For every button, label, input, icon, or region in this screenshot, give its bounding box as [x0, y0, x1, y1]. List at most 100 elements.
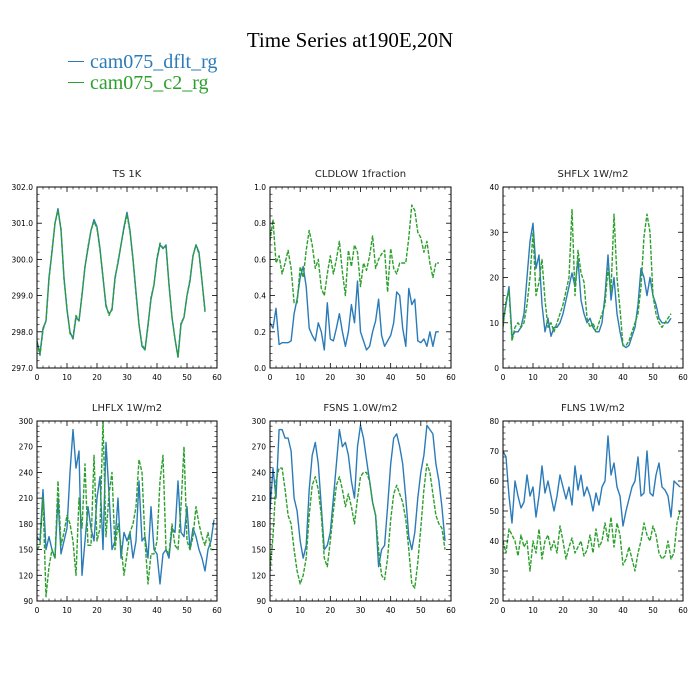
figure-title: Time Series at190E,20N — [246, 28, 454, 52]
x-tick-label: 50 — [182, 606, 192, 615]
x-tick-label: 0 — [35, 373, 40, 382]
x-tick-label: 30 — [588, 373, 598, 382]
x-tick-label: 10 — [62, 373, 72, 382]
y-tick-label: 0 — [494, 364, 499, 373]
x-tick-label: 20 — [326, 606, 336, 615]
x-tick-label: 40 — [152, 606, 162, 615]
x-tick-label: 20 — [558, 373, 568, 382]
x-tick-label: 20 — [92, 606, 102, 615]
y-tick-label: 302.0 — [12, 183, 34, 192]
x-tick-label: 50 — [416, 606, 426, 615]
chart-panel-1: TS 1K 0 10 20 30 40 50 60 297.0 298.0 299.0 300.0 30… — [12, 169, 222, 382]
y-tick-label: 80 — [489, 417, 499, 426]
y-tick-label: 60 — [489, 477, 499, 486]
y-tick-label: 0.6 — [254, 255, 266, 264]
y-tick-label: 90 — [23, 597, 33, 606]
y-tick-label: 301.0 — [12, 219, 34, 228]
chart-title: FSNS 1.0W/m2 — [323, 403, 397, 414]
legend-entry-c2: cam075_c2_rg — [68, 72, 209, 94]
y-tick-label: 150 — [252, 546, 267, 555]
chart-title: LHFLX 1W/m2 — [92, 403, 162, 414]
y-tick-label: 0.4 — [254, 292, 266, 301]
y-tick-label: 300.0 — [12, 255, 34, 264]
y-tick-label: 300 — [252, 417, 267, 426]
y-tick-label: 90 — [256, 597, 266, 606]
y-tick-label: 10 — [489, 319, 499, 328]
series-line-dflt — [503, 222, 672, 349]
plot-frame — [269, 186, 452, 369]
y-tick-label: 0.8 — [254, 219, 266, 228]
chart-panel-5: FSNS 1.0W/m2 0 10 20 30 40 50 60 90 120 150 180 210 2… — [252, 403, 456, 615]
y-tick-label: 70 — [489, 447, 499, 456]
x-tick-label: 0 — [501, 373, 506, 382]
x-tick-label: 30 — [122, 373, 132, 382]
legend-swatch-c2 — [68, 81, 84, 83]
y-tick-label: 1.0 — [254, 183, 266, 192]
legend-label-c2: cam075_c2_rg — [90, 72, 209, 94]
y-tick-label: 297.0 — [12, 364, 34, 373]
y-tick-label: 30 — [489, 567, 499, 576]
chart-title: TS 1K — [112, 169, 142, 180]
series-line-dflt — [503, 435, 681, 527]
y-tick-label: 240 — [19, 468, 34, 477]
y-tick-label: 120 — [252, 571, 267, 580]
x-tick-label: 50 — [416, 373, 426, 382]
x-tick-label: 50 — [648, 373, 658, 382]
legend-swatch-dflt — [68, 60, 84, 62]
x-tick-label: 10 — [295, 606, 305, 615]
x-tick-label: 10 — [295, 373, 305, 382]
x-tick-label: 10 — [62, 606, 72, 615]
y-tick-label: 270 — [19, 443, 34, 452]
series-line-c2 — [503, 208, 672, 347]
y-tick-label: 0.2 — [254, 328, 266, 337]
series-line-c2 — [37, 421, 214, 598]
x-tick-label: 40 — [618, 373, 628, 382]
x-tick-label: 60 — [678, 606, 688, 615]
y-tick-label: 50 — [489, 507, 499, 516]
y-tick-label: 120 — [19, 571, 34, 580]
y-tick-label: 150 — [19, 546, 34, 555]
series-line-c2 — [37, 209, 206, 358]
y-tick-label: 210 — [19, 494, 34, 503]
x-tick-label: 40 — [386, 606, 396, 615]
series-line-dflt — [270, 424, 446, 568]
chart-panel-4: LHFLX 1W/m2 0 10 20 30 40 50 60 90 120 150 180 210 24… — [19, 403, 222, 615]
y-tick-label: 0.0 — [254, 364, 266, 373]
x-tick-label: 0 — [501, 606, 506, 615]
y-tick-label: 299.0 — [12, 292, 34, 301]
x-tick-label: 60 — [212, 606, 222, 615]
series-line-c2 — [270, 463, 446, 589]
x-tick-label: 60 — [446, 373, 456, 382]
legend-entry-dflt: cam075_dflt_rg — [68, 51, 217, 73]
x-tick-label: 10 — [528, 373, 538, 382]
x-tick-label: 40 — [386, 373, 396, 382]
x-tick-label: 40 — [152, 373, 162, 382]
series-line-c2 — [270, 204, 439, 304]
series-line-c2 — [503, 510, 681, 572]
legend-label-dflt: cam075_dflt_rg — [90, 51, 218, 73]
y-tick-label: 240 — [252, 468, 267, 477]
x-tick-label: 30 — [356, 373, 366, 382]
y-tick-label: 210 — [252, 494, 267, 503]
y-tick-label: 20 — [489, 597, 499, 606]
y-tick-label: 270 — [252, 443, 267, 452]
plot-frame — [36, 420, 218, 602]
series-line-dflt — [37, 428, 215, 585]
y-tick-label: 40 — [489, 183, 499, 192]
y-tick-label: 180 — [19, 520, 34, 529]
x-tick-label: 0 — [268, 606, 273, 615]
chart-title: FLNS 1W/m2 — [561, 403, 625, 414]
y-tick-label: 298.0 — [12, 328, 34, 337]
y-tick-label: 180 — [252, 520, 267, 529]
x-tick-label: 10 — [528, 606, 538, 615]
chart-panel-3: SHFLX 1W/m2 0 10 20 30 40 50 60 0 10 20 30 40 — [489, 169, 688, 382]
y-tick-label: 40 — [489, 537, 499, 546]
x-tick-label: 20 — [92, 373, 102, 382]
chart-title: CLDLOW 1fraction — [315, 169, 406, 180]
x-tick-label: 60 — [446, 606, 456, 615]
y-tick-label: 30 — [489, 228, 499, 237]
x-tick-label: 20 — [558, 606, 568, 615]
x-tick-label: 60 — [678, 373, 688, 382]
x-tick-label: 30 — [588, 606, 598, 615]
